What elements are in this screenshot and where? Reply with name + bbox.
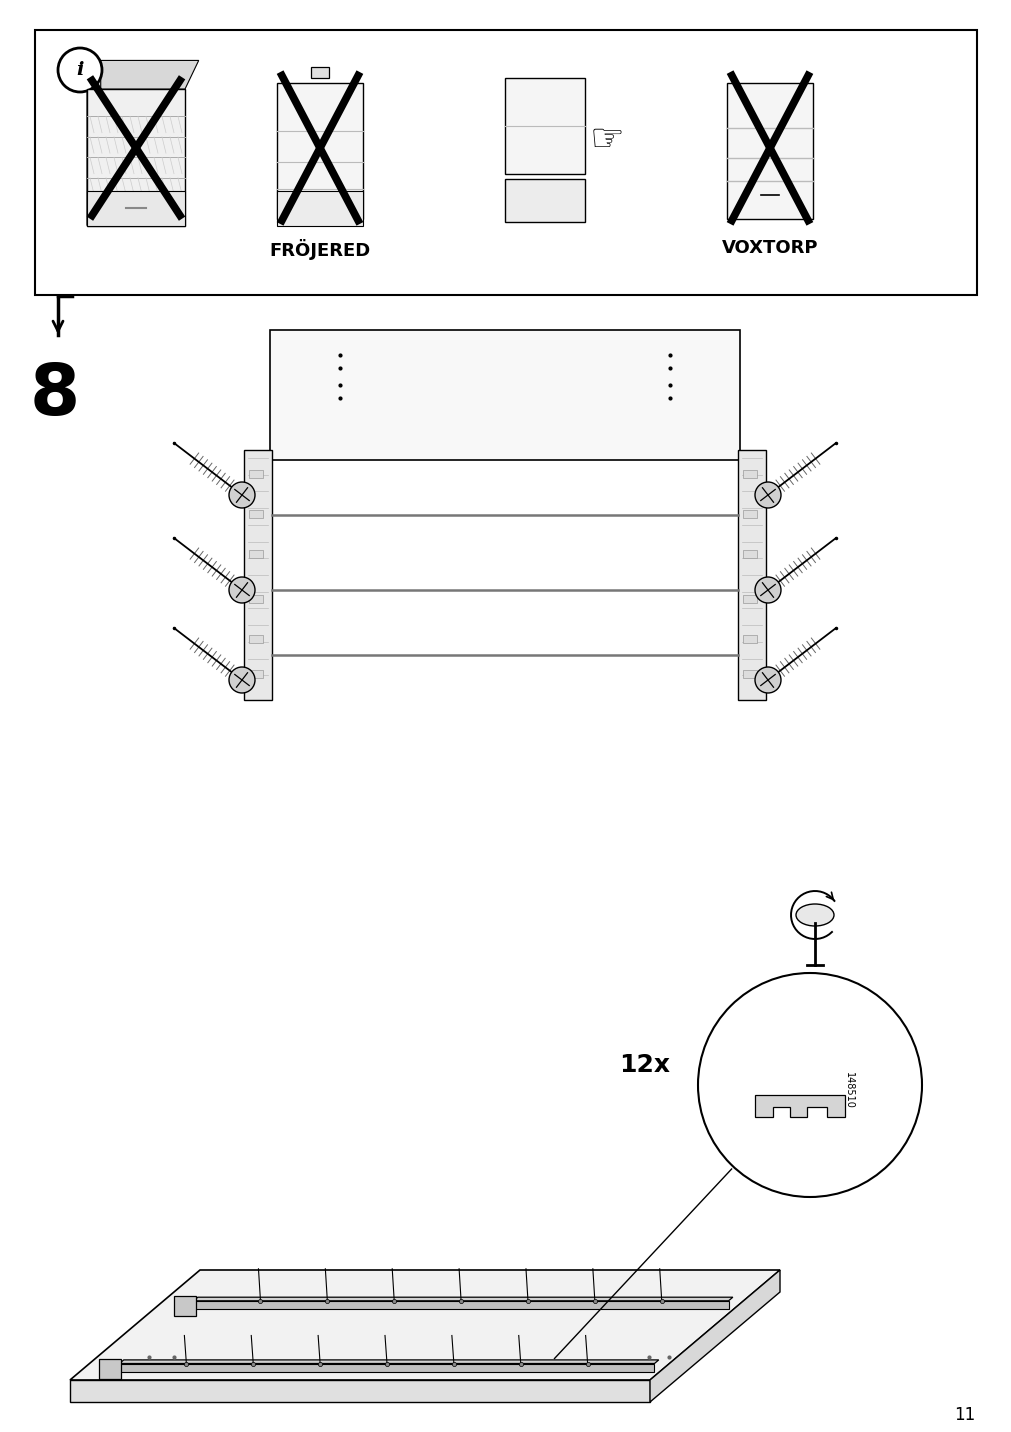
Text: 12x: 12x bbox=[619, 1053, 670, 1077]
Polygon shape bbox=[70, 1270, 779, 1380]
Text: FRÖJERED: FRÖJERED bbox=[269, 239, 370, 259]
Circle shape bbox=[58, 49, 102, 92]
Text: VOXTORP: VOXTORP bbox=[721, 239, 818, 256]
Bar bbox=[35, 30, 976, 295]
Bar bbox=[737, 450, 765, 700]
Polygon shape bbox=[119, 1363, 654, 1372]
Circle shape bbox=[754, 577, 780, 603]
Bar bbox=[249, 510, 263, 518]
Polygon shape bbox=[87, 60, 198, 89]
Polygon shape bbox=[649, 1270, 779, 1402]
Bar bbox=[310, 67, 330, 79]
Bar bbox=[249, 470, 263, 478]
Bar bbox=[742, 550, 756, 558]
Text: 8: 8 bbox=[30, 361, 80, 430]
Circle shape bbox=[754, 667, 780, 693]
Text: i: i bbox=[76, 62, 84, 79]
Bar bbox=[249, 670, 263, 677]
Polygon shape bbox=[87, 60, 101, 225]
Bar bbox=[742, 670, 756, 677]
Bar bbox=[249, 634, 263, 643]
Circle shape bbox=[228, 667, 255, 693]
Polygon shape bbox=[193, 1300, 728, 1309]
Bar bbox=[244, 450, 272, 700]
Bar bbox=[504, 179, 584, 222]
Ellipse shape bbox=[796, 904, 833, 927]
Polygon shape bbox=[174, 1296, 195, 1316]
Circle shape bbox=[811, 1047, 831, 1067]
Circle shape bbox=[698, 972, 921, 1197]
Bar bbox=[742, 596, 756, 603]
Circle shape bbox=[228, 577, 255, 603]
Bar bbox=[726, 83, 812, 219]
Bar bbox=[504, 79, 584, 175]
Bar bbox=[249, 596, 263, 603]
Bar bbox=[742, 470, 756, 478]
Circle shape bbox=[754, 483, 780, 508]
Bar bbox=[742, 510, 756, 518]
Bar bbox=[742, 634, 756, 643]
Bar bbox=[270, 329, 739, 460]
Circle shape bbox=[228, 483, 255, 508]
Polygon shape bbox=[193, 1297, 732, 1300]
Text: 148510: 148510 bbox=[843, 1071, 853, 1108]
Text: 11: 11 bbox=[953, 1406, 975, 1423]
Bar bbox=[277, 192, 363, 225]
Polygon shape bbox=[754, 1095, 844, 1117]
Bar bbox=[249, 550, 263, 558]
Bar bbox=[277, 83, 363, 219]
Text: ☞: ☞ bbox=[589, 122, 624, 159]
Polygon shape bbox=[119, 1360, 658, 1363]
Polygon shape bbox=[70, 1380, 649, 1402]
Polygon shape bbox=[99, 1359, 121, 1379]
Polygon shape bbox=[87, 89, 185, 225]
Bar bbox=[87, 192, 185, 225]
